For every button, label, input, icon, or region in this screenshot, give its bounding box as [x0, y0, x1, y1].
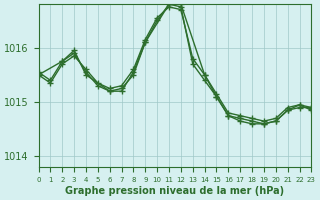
X-axis label: Graphe pression niveau de la mer (hPa): Graphe pression niveau de la mer (hPa): [65, 186, 284, 196]
